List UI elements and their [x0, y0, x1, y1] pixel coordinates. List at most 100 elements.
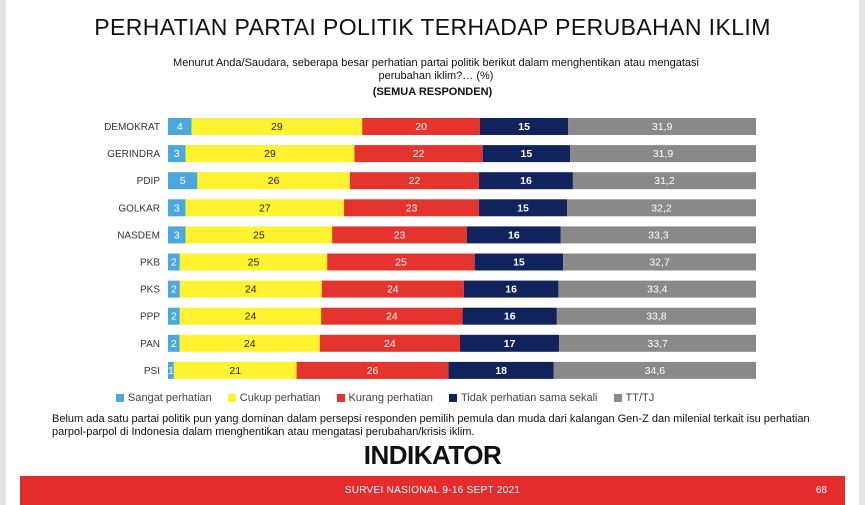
data-label: 33,8: [646, 311, 667, 323]
legend-swatch: [336, 394, 345, 402]
data-label: 24: [244, 338, 256, 350]
bar-segment: [567, 199, 756, 217]
data-label: 15: [513, 257, 525, 269]
data-label: 22: [413, 148, 425, 160]
legend-swatch: [116, 394, 124, 402]
bar-segment: [168, 307, 180, 325]
bar-segment: [462, 307, 557, 325]
bar-segment: [349, 172, 480, 190]
bar-segment: [553, 361, 756, 379]
legend-item-cukup: Cukup perhatian: [227, 392, 321, 404]
indikator-logo: INDIKATOR: [363, 440, 502, 470]
bar-segment: [558, 280, 756, 298]
data-label: 33,7: [647, 338, 668, 350]
data-label: 20: [415, 121, 427, 133]
data-label: 33,4: [647, 284, 668, 296]
chart-title: PERHATIAN PARTAI POLITIK TERHADAP PERUBA…: [94, 14, 771, 40]
bar-segment: [197, 172, 350, 190]
legend-item-tidak: Tidak perhatian sama sekali: [448, 392, 598, 404]
data-label: 24: [245, 311, 257, 323]
bar-segment: [568, 118, 756, 135]
bar-segment: [168, 172, 198, 190]
data-label: 5: [180, 175, 186, 187]
data-label: 23: [406, 202, 418, 214]
category-label: PKS: [140, 285, 160, 296]
data-label: 32,2: [651, 202, 672, 214]
legend-label: Sangat perhatian: [128, 392, 212, 404]
bar-segment: [474, 253, 564, 271]
data-label: 26: [367, 365, 379, 377]
data-label: 32,7: [649, 257, 670, 269]
bar-segment: [321, 280, 464, 298]
data-label: 26: [268, 175, 280, 187]
bar-segment: [185, 199, 345, 217]
legend-swatch: [227, 394, 236, 402]
data-label: 29: [271, 121, 283, 133]
bar-segment: [179, 334, 320, 352]
bar-segment: [168, 226, 186, 244]
bar-segment: [354, 145, 483, 163]
data-label: 16: [508, 229, 520, 241]
footer-survey-label: SURVEI NASIONAL 9-16 SEPT 2021: [344, 485, 521, 496]
bar-segment: [344, 199, 480, 217]
legend-label: Tidak perhatian sama sekali: [460, 392, 598, 404]
bar-segment: [168, 361, 174, 379]
legend-item-kurang: Kurang perhatian: [336, 392, 433, 404]
data-label: 16: [505, 284, 517, 296]
data-label: 18: [495, 365, 507, 377]
bar-segment: [168, 253, 180, 271]
data-label: 2: [171, 284, 177, 296]
data-label: 2: [171, 338, 177, 350]
bar-segment: [570, 145, 756, 163]
legend-label: Kurang perhatian: [348, 392, 433, 404]
bar-segment: [179, 280, 322, 298]
bar-segment: [482, 145, 571, 163]
data-label: 2: [171, 257, 177, 269]
bar-segment: [563, 253, 756, 271]
page-number: 68: [815, 485, 827, 496]
bar-segment: [168, 280, 180, 298]
data-label: 17: [504, 338, 516, 350]
data-label: 16: [520, 175, 532, 187]
legend-item-sangat: Sangat perhatian: [116, 392, 212, 404]
data-label: 3: [174, 229, 180, 241]
category-label: PKB: [140, 258, 160, 269]
data-label: 15: [517, 202, 529, 214]
category-label: PAN: [140, 339, 160, 350]
data-label: 25: [253, 229, 265, 241]
data-label: 3: [174, 202, 180, 214]
bar-segment: [459, 334, 560, 352]
bar-segment: [466, 226, 561, 244]
bar-segment: [556, 307, 756, 325]
category-label: PPP: [140, 312, 160, 323]
category-label: NASDEM: [117, 230, 160, 241]
bar-segment: [185, 226, 333, 244]
bar-segment: [479, 199, 568, 217]
data-label: 29: [264, 148, 276, 160]
data-label: 34,6: [645, 365, 666, 377]
data-label: 31,9: [652, 121, 673, 133]
bar-segment: [559, 334, 756, 352]
bar-segment: [479, 172, 573, 190]
bar-segment: [321, 307, 463, 325]
bar-segment: [168, 118, 192, 135]
bar-segment: [479, 118, 569, 135]
data-label: 1: [168, 365, 174, 377]
legend-item-tttj: TT/TJ: [613, 392, 655, 404]
category-label: PSI: [144, 366, 160, 377]
legend-label: TT/TJ: [625, 392, 655, 404]
bar-segment: [572, 172, 756, 190]
bar-segment: [560, 226, 756, 244]
slide: PERHATIAN PARTAI POLITIK TERHADAP PERUBA…: [6, 0, 859, 505]
data-label: 25: [395, 257, 407, 269]
data-label: 27: [259, 202, 271, 214]
data-label: 22: [409, 175, 421, 187]
legend-swatch: [448, 394, 457, 402]
data-label: 24: [245, 284, 257, 296]
category-label: GERINDRA: [107, 149, 160, 160]
bar-segment: [463, 280, 559, 298]
legend-label: Cukup perhatian: [239, 392, 321, 404]
bar-segment: [191, 118, 363, 135]
data-label: 23: [394, 229, 406, 241]
